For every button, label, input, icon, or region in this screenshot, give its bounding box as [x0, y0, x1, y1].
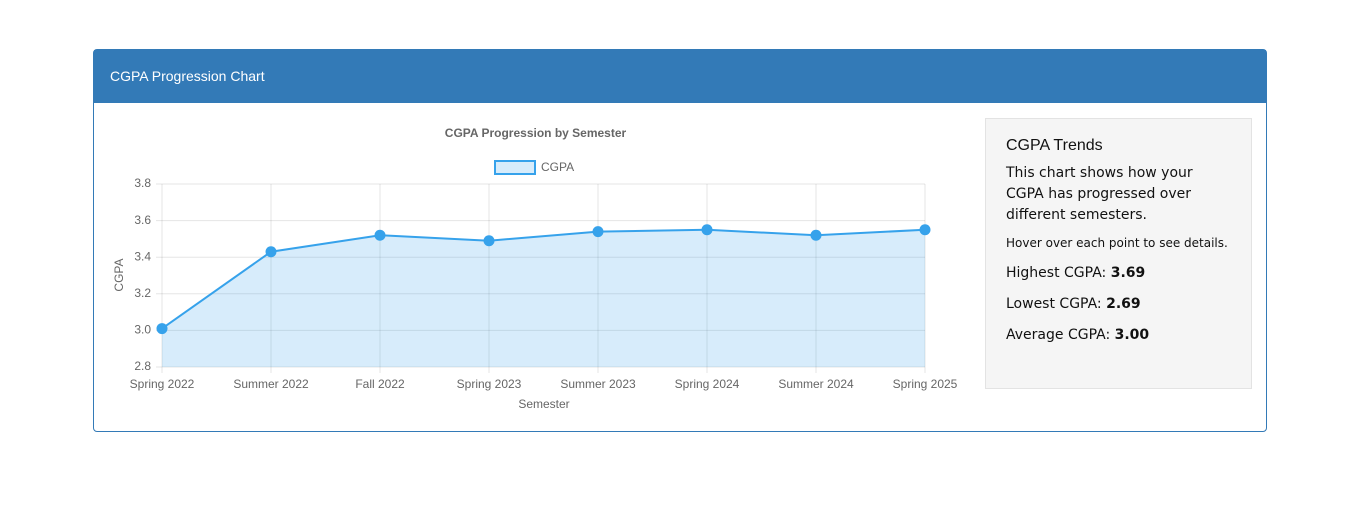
y-tick-label: 3.6 [134, 213, 151, 227]
x-tick-label: Summer 2023 [560, 377, 636, 391]
stat: Highest CGPA: 3.69 [1006, 264, 1231, 282]
panel-title: CGPA Trends [1006, 137, 1103, 154]
point [592, 226, 604, 238]
panel-hint: Hover over each point to see details. [1006, 236, 1228, 250]
y-tick-label: 3.0 [134, 323, 151, 337]
stat-value: 2.69 [1106, 296, 1141, 312]
stats: Highest CGPA: 3.69 Lowest CGPA: 2.69 Avera… [1006, 264, 1231, 344]
y-tick-label: 3.2 [134, 286, 151, 300]
x-tick-label: Spring 2025 [893, 377, 958, 391]
stat: Lowest CGPA: 2.69 [1006, 295, 1231, 313]
stat-value: 3.00 [1114, 327, 1150, 343]
x-tick-label: Spring 2024 [675, 377, 740, 391]
x-tick-label: Fall 2022 [355, 377, 405, 391]
chart-title: CGPA Progression by Semester [445, 126, 627, 140]
stat-label: Highest CGPA: [1006, 265, 1107, 281]
panel-description: This chart shows how your CGPA has progr… [1006, 165, 1193, 223]
legend-label: CGPA [541, 160, 574, 174]
stat: Average CGPA: 3.00 [1006, 326, 1231, 344]
card-header: CGPA Progression Chart [94, 50, 1266, 103]
point [265, 246, 277, 258]
y-axis-title: CGPA [112, 258, 126, 291]
x-tick-label: Spring 2023 [457, 377, 522, 391]
point [483, 235, 495, 247]
point [919, 224, 931, 236]
stat-label: Lowest CGPA: [1006, 296, 1102, 312]
point [156, 323, 168, 335]
x-tick-label: Spring 2022 [130, 377, 195, 391]
y-tick-label: 3.8 [134, 176, 151, 190]
point [810, 229, 822, 241]
y-tick-label: 2.8 [134, 359, 151, 373]
stat-label: Average CGPA: [1006, 327, 1111, 343]
line [161, 228, 926, 330]
area [162, 229, 925, 367]
x-tick-label: Summer 2022 [233, 377, 309, 391]
legend-swatch [494, 160, 536, 175]
trends-panel: CGPA Trends This chart shows how your CG… [985, 118, 1252, 389]
x-axis-title: Semester [518, 397, 569, 411]
y-tick-label: 3.4 [134, 249, 151, 263]
point [374, 229, 386, 241]
point [701, 224, 713, 236]
stat-value: 3.69 [1110, 265, 1146, 281]
card: CGPA Progression Chart [93, 49, 1267, 432]
x-tick-label: Summer 2024 [778, 377, 854, 391]
